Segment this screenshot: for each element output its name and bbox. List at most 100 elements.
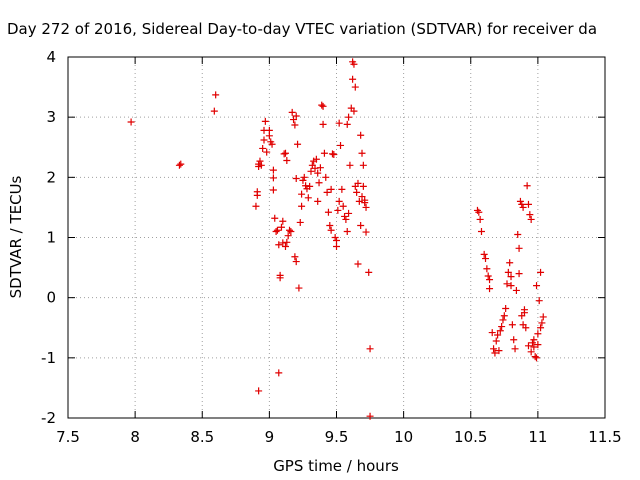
data-point <box>483 265 491 273</box>
data-point <box>518 200 526 208</box>
x-tick-label: 10.5 <box>454 428 487 446</box>
data-point <box>486 285 494 293</box>
data-point <box>298 190 306 198</box>
data-point <box>256 157 264 165</box>
data-point <box>534 341 542 349</box>
axis-ticks: 7.5 8 8.5 9 9.5 10 10.5 11 11.5 -2 -1 0 1 2 3 4 <box>41 48 622 446</box>
data-point <box>345 209 353 217</box>
data-point <box>290 116 298 124</box>
data-point <box>175 161 183 169</box>
data-point <box>496 327 504 335</box>
data-point <box>314 197 322 205</box>
data-point <box>269 174 277 182</box>
data-point <box>271 214 279 222</box>
data-point <box>253 188 261 196</box>
data-point <box>319 120 327 128</box>
data-point <box>537 324 545 332</box>
data-point <box>294 140 302 148</box>
data-point <box>212 91 220 99</box>
data-point <box>358 193 366 201</box>
x-axis-label: GPS time / hours <box>273 457 399 475</box>
y-tick-label: 0 <box>46 289 56 307</box>
data-point <box>279 217 287 225</box>
data-point <box>502 304 510 312</box>
data-point <box>533 282 541 290</box>
data-point <box>277 223 285 231</box>
data-point <box>530 343 538 351</box>
data-point <box>263 148 271 156</box>
x-tick-label: 9.5 <box>325 428 349 446</box>
data-point <box>343 227 351 235</box>
data-point <box>500 312 508 320</box>
data-point <box>334 206 342 214</box>
data-point <box>318 101 326 109</box>
data-point <box>366 345 374 353</box>
data-point <box>488 329 496 337</box>
data-point <box>492 337 500 345</box>
data-point <box>527 348 535 356</box>
data-point <box>530 336 538 344</box>
data-point <box>307 167 315 175</box>
data-point <box>484 272 492 280</box>
data-point <box>333 237 340 245</box>
data-point <box>503 280 511 288</box>
data-point <box>260 136 268 144</box>
data-point <box>268 140 276 148</box>
data-point <box>519 203 527 211</box>
data-point <box>362 228 370 236</box>
y-tick-label: -2 <box>41 409 56 427</box>
data-point <box>338 185 346 193</box>
data-point <box>529 339 537 347</box>
data-point <box>292 112 300 120</box>
data-point <box>508 321 516 329</box>
data-point <box>295 284 303 292</box>
data-point <box>499 316 507 324</box>
y-axis-label: SDTVAR / TECUs <box>7 175 25 298</box>
data-point <box>527 215 535 223</box>
data-point <box>490 345 498 353</box>
data-point <box>314 169 322 177</box>
data-point <box>507 282 515 290</box>
data-point <box>538 319 546 327</box>
data-point <box>326 221 334 229</box>
data-point <box>482 255 490 263</box>
data-point <box>350 60 358 68</box>
data-point <box>328 150 336 158</box>
x-tick-label: 11.5 <box>588 428 621 446</box>
data-point <box>349 75 357 83</box>
data-point <box>354 260 362 268</box>
data-point <box>283 238 291 246</box>
data-point <box>327 185 335 193</box>
data-point <box>315 179 323 187</box>
data-point <box>300 173 308 181</box>
data-point <box>506 259 514 267</box>
data-point <box>495 347 503 355</box>
data-point <box>475 208 483 216</box>
data-point <box>335 197 343 205</box>
data-point <box>288 108 296 116</box>
data-point <box>331 234 339 241</box>
data-point <box>343 120 351 128</box>
data-point <box>177 160 185 168</box>
data-point <box>355 197 363 205</box>
data-point <box>281 149 289 157</box>
data-point <box>306 182 314 190</box>
data-point <box>265 126 273 134</box>
data-point <box>510 336 518 344</box>
data-point <box>275 369 283 377</box>
data-point <box>304 194 312 202</box>
x-tick-label: 11 <box>528 428 547 446</box>
data-point <box>337 141 345 149</box>
data-point <box>535 297 543 305</box>
data-point <box>269 186 277 194</box>
data-point <box>323 188 331 196</box>
data-point <box>299 176 307 184</box>
data-point <box>279 239 287 247</box>
data-point <box>312 155 320 163</box>
data-point <box>523 182 531 190</box>
data-point <box>524 200 532 208</box>
data-point <box>531 353 539 361</box>
data-point <box>534 330 542 338</box>
data-point <box>353 188 361 196</box>
